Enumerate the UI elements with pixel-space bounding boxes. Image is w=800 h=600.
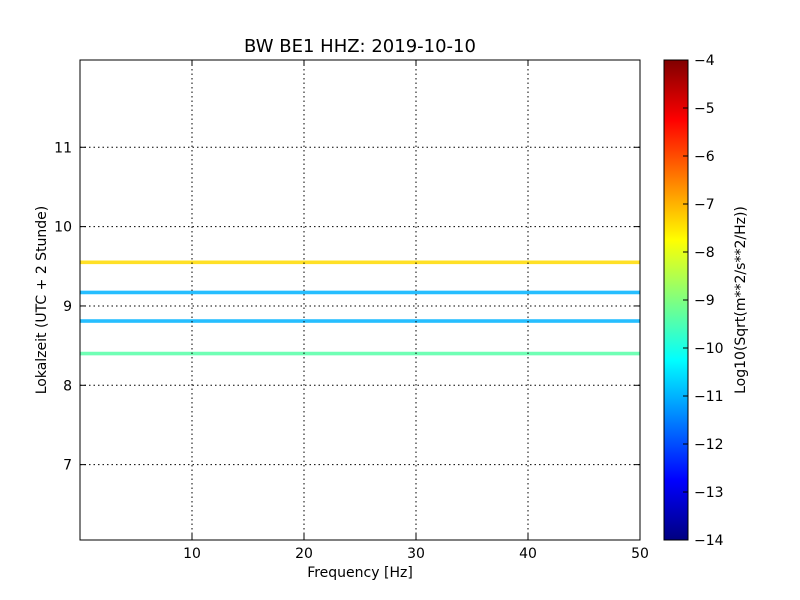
heatmap-layer [80,260,640,356]
chart-title: BW BE1 HHZ: 2019-10-10 [244,36,476,57]
